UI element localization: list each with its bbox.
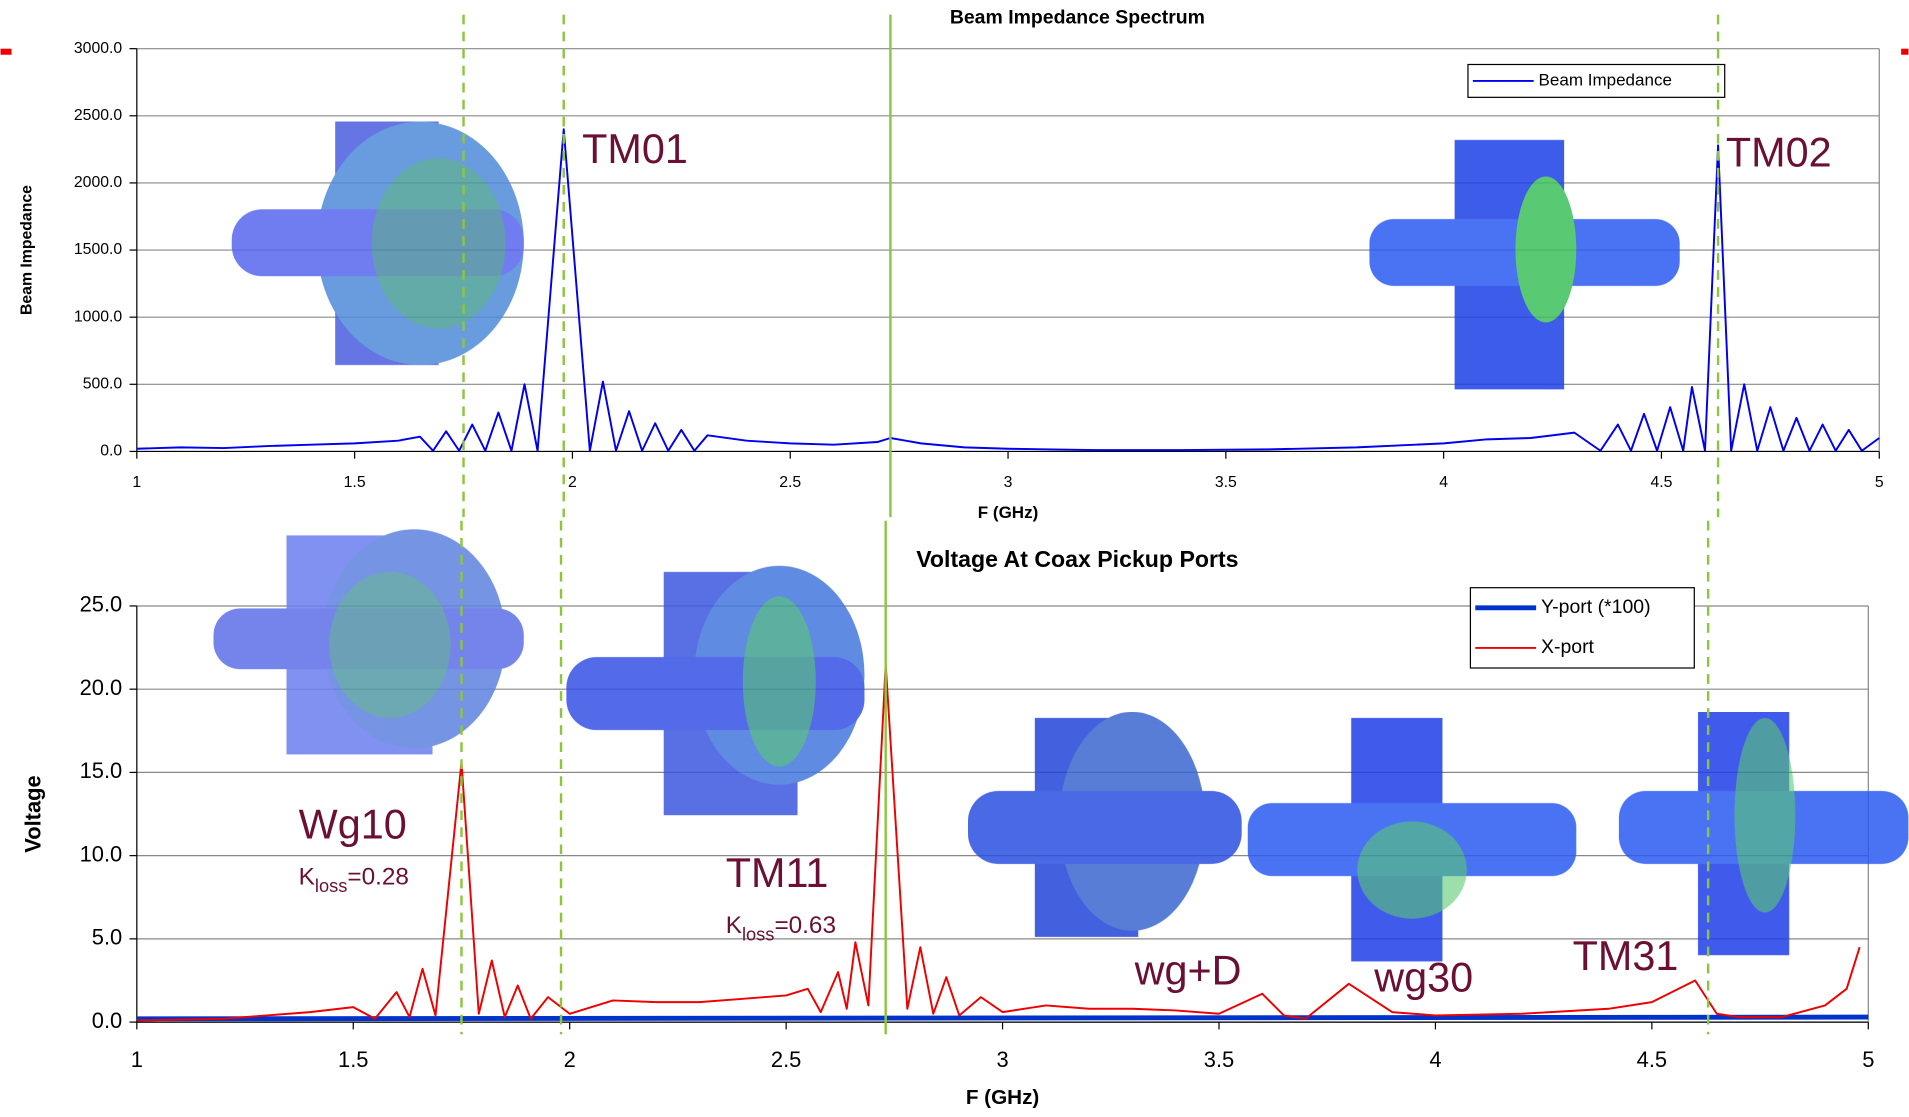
- x-tick-label: 4: [1439, 474, 1448, 491]
- x-tick-label: 1: [131, 1047, 143, 1072]
- annotation-text: TM01: [582, 126, 688, 172]
- model-image: [213, 529, 524, 755]
- annotation: wg30: [1373, 955, 1473, 1001]
- y-axis-label: Beam Impedance: [18, 185, 35, 315]
- x-tick-label: 5: [1862, 1047, 1874, 1072]
- annotation: TM11: [726, 850, 829, 896]
- y-tick-label: 3000.0: [74, 40, 123, 57]
- x-axis-label: F (GHz): [966, 1086, 1039, 1109]
- x-tick-label: 5: [1875, 474, 1884, 491]
- x-tick-label: 4.5: [1637, 1047, 1667, 1072]
- annotation-text: TM31: [1573, 933, 1679, 979]
- x-tick-label: 3: [1004, 474, 1013, 491]
- x-tick-label: 3.5: [1215, 474, 1237, 491]
- annotation-text: TM02: [1726, 130, 1832, 176]
- annotation: TM31: [1573, 933, 1679, 979]
- x-tick-label: 1.5: [338, 1047, 368, 1072]
- y-tick-label: 0.0: [92, 1008, 122, 1033]
- legend-box: [1469, 587, 1695, 669]
- x-tick-label: 1: [132, 474, 141, 491]
- y-tick-label: 15.0: [80, 758, 123, 783]
- annotation: TM02: [1726, 130, 1832, 176]
- annotation-subscript: loss: [742, 924, 774, 945]
- y-tick-label: 2500.0: [74, 107, 123, 124]
- annotation-suffix: =0.28: [347, 864, 409, 891]
- x-tick-label: 1.5: [344, 474, 366, 491]
- annotation-subscript: loss: [315, 875, 347, 896]
- y-tick-label: 5.0: [92, 925, 122, 950]
- annotation-text: K: [299, 864, 315, 891]
- y-tick-label: 500.0: [83, 375, 123, 392]
- x-tick-label: 4.5: [1650, 474, 1672, 491]
- chart-title: Voltage At Coax Pickup Ports: [916, 546, 1238, 572]
- y-tick-label: 1000.0: [74, 308, 123, 325]
- series-line: [136, 128, 1880, 452]
- y-tick-label: 2000.0: [74, 174, 123, 191]
- y-tick-label: 20.0: [80, 675, 123, 700]
- y-axis-label: Voltage: [20, 775, 45, 852]
- y-tick-label: 1500.0: [74, 241, 123, 258]
- y-tick-label: 10.0: [80, 841, 123, 866]
- annotation: Wg10: [299, 801, 407, 847]
- x-axis-label: F (GHz): [978, 503, 1039, 522]
- plots: Beam Impedance Spectrum F (GHz) Beam Imped…: [18, 6, 1883, 1109]
- model-image: [967, 711, 1242, 937]
- x-tick-label: 2.5: [779, 474, 801, 491]
- x-tick-label: 3: [996, 1047, 1008, 1072]
- model-images: [213, 121, 1909, 962]
- x-tick-label: 2: [568, 474, 577, 491]
- corner-mark: [0, 48, 12, 55]
- corner-mark: [1901, 48, 1909, 55]
- legend-label: Y-port (*100): [1541, 596, 1651, 618]
- x-tick-label: 3.5: [1204, 1047, 1234, 1072]
- x-tick-label: 2: [564, 1047, 576, 1072]
- series-line: [136, 1014, 1869, 1022]
- model-image: [1369, 139, 1680, 390]
- annotation-text: wg+D: [1134, 947, 1242, 993]
- y-tick-label: 25.0: [80, 592, 123, 617]
- model-image: [1247, 717, 1577, 962]
- x-tick-label: 2.5: [771, 1047, 801, 1072]
- annotation-text: Wg10: [299, 801, 407, 847]
- annotation: Kloss=0.63: [726, 913, 836, 945]
- annotation: TM01: [582, 126, 688, 172]
- model-image: [566, 565, 865, 816]
- legend-label: Beam Impedance: [1539, 70, 1672, 89]
- model-image: [1618, 711, 1909, 956]
- x-tick-label: 4: [1429, 1047, 1441, 1072]
- annotation-text: K: [726, 913, 742, 940]
- annotation-text: wg30: [1373, 955, 1473, 1001]
- annotation: Kloss=0.28: [299, 864, 409, 896]
- annotation-suffix: =0.63: [774, 913, 836, 940]
- y-tick-label: 0.0: [100, 443, 122, 460]
- annotation: wg+D: [1134, 947, 1242, 993]
- legend-label: X-port: [1541, 636, 1595, 658]
- model-image: [231, 121, 524, 366]
- annotation-text: TM11: [726, 850, 829, 896]
- chart-title: Beam Impedance Spectrum: [950, 6, 1205, 28]
